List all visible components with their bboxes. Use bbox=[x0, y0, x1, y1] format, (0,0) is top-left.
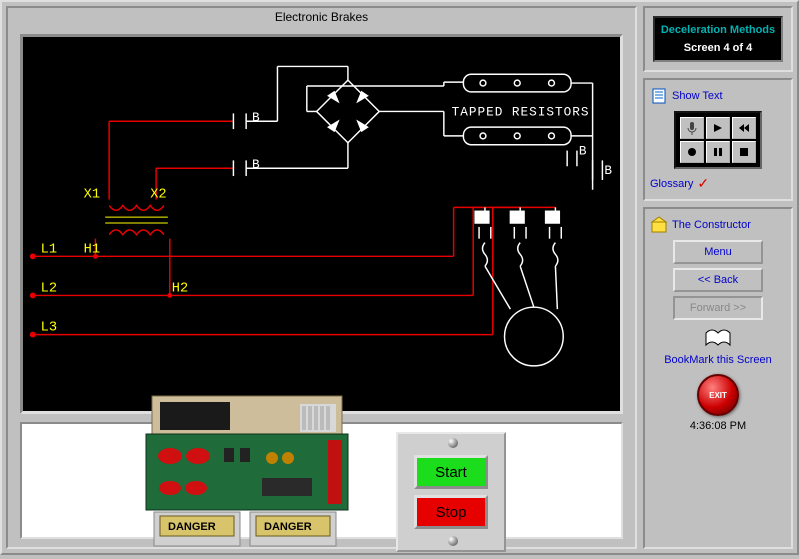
exit-button[interactable]: EXIT bbox=[697, 374, 739, 416]
constructor-icon bbox=[650, 216, 668, 234]
back-button[interactable]: << Back bbox=[673, 268, 763, 292]
main-panel: Electronic Brakes bbox=[6, 6, 637, 549]
bookmark-label: BookMark this Screen bbox=[664, 354, 772, 366]
book-icon bbox=[704, 328, 732, 350]
lower-area: DANGER DANGER Start Stop bbox=[20, 422, 623, 539]
mic-button[interactable] bbox=[680, 117, 704, 139]
media-controls bbox=[674, 111, 762, 169]
brake-hardware-image: DANGER DANGER bbox=[132, 384, 362, 559]
svg-text:M: M bbox=[476, 212, 482, 224]
screen-position: Screen 4 of 4 bbox=[659, 42, 777, 54]
checkmark-icon: ✓ bbox=[697, 175, 709, 192]
constructor-link[interactable]: The Constructor bbox=[650, 214, 786, 236]
label-l1: L1 bbox=[41, 242, 57, 257]
label-x1: X1 bbox=[84, 188, 100, 203]
app-frame: Electronic Brakes bbox=[0, 0, 799, 555]
forward-button: Forward >> bbox=[673, 296, 763, 320]
svg-text:DANGER: DANGER bbox=[168, 521, 216, 533]
menu-button[interactable]: Menu bbox=[673, 240, 763, 264]
start-button[interactable]: Start bbox=[414, 455, 488, 489]
screw-icon bbox=[448, 536, 458, 546]
svg-text:DANGER: DANGER bbox=[264, 521, 312, 533]
exit-label: EXIT bbox=[709, 391, 727, 400]
svg-text:B: B bbox=[604, 163, 612, 178]
circuit-diagram: L1 L2 L3 X1 X2 H1 H2 B B B B M M M TAPPE… bbox=[20, 34, 623, 414]
record-button[interactable] bbox=[680, 141, 704, 163]
screw-icon bbox=[448, 438, 458, 448]
svg-text:M: M bbox=[547, 212, 553, 224]
circuit-svg: L1 L2 L3 X1 X2 H1 H2 B B B B M M M TAPPE… bbox=[23, 37, 620, 411]
label-l3: L3 bbox=[41, 321, 57, 336]
label-l2: L2 bbox=[41, 282, 57, 297]
bookmark-link[interactable]: BookMark this Screen bbox=[650, 352, 786, 368]
notepad-icon bbox=[650, 87, 668, 105]
rewind-button[interactable] bbox=[732, 117, 756, 139]
screen-info-box: Deceleration Methods Screen 4 of 4 bbox=[643, 6, 793, 72]
window-title: Electronic Brakes bbox=[8, 8, 635, 26]
show-text-link[interactable]: Show Text bbox=[650, 85, 786, 107]
stop-button[interactable]: Stop bbox=[414, 495, 488, 529]
nav-box: The Constructor Menu << Back Forward >> … bbox=[643, 207, 793, 549]
glossary-label: Glossary bbox=[650, 178, 693, 190]
side-panel: Deceleration Methods Screen 4 of 4 Show … bbox=[643, 6, 793, 549]
pause-button[interactable] bbox=[706, 141, 730, 163]
clock: 4:36:08 PM bbox=[650, 418, 786, 434]
show-text-label: Show Text bbox=[672, 90, 723, 102]
lesson-title: Deceleration Methods bbox=[659, 24, 777, 36]
svg-text:B: B bbox=[252, 110, 260, 125]
glossary-link[interactable]: Glossary ✓ bbox=[650, 173, 786, 194]
svg-text:B: B bbox=[252, 157, 260, 172]
svg-text:B: B bbox=[579, 144, 587, 159]
play-button[interactable] bbox=[706, 117, 730, 139]
svg-text:M: M bbox=[511, 212, 517, 224]
constructor-label: The Constructor bbox=[672, 219, 751, 231]
label-h1: H1 bbox=[84, 242, 100, 257]
media-box: Show Text Glossary ✓ bbox=[643, 78, 793, 201]
media-stop-button[interactable] bbox=[732, 141, 756, 163]
svg-text:TAPPED RESISTORS: TAPPED RESISTORS bbox=[452, 104, 590, 119]
label-x2: X2 bbox=[150, 188, 166, 203]
label-h2: H2 bbox=[172, 282, 188, 297]
pushbutton-station: Start Stop bbox=[396, 432, 506, 552]
